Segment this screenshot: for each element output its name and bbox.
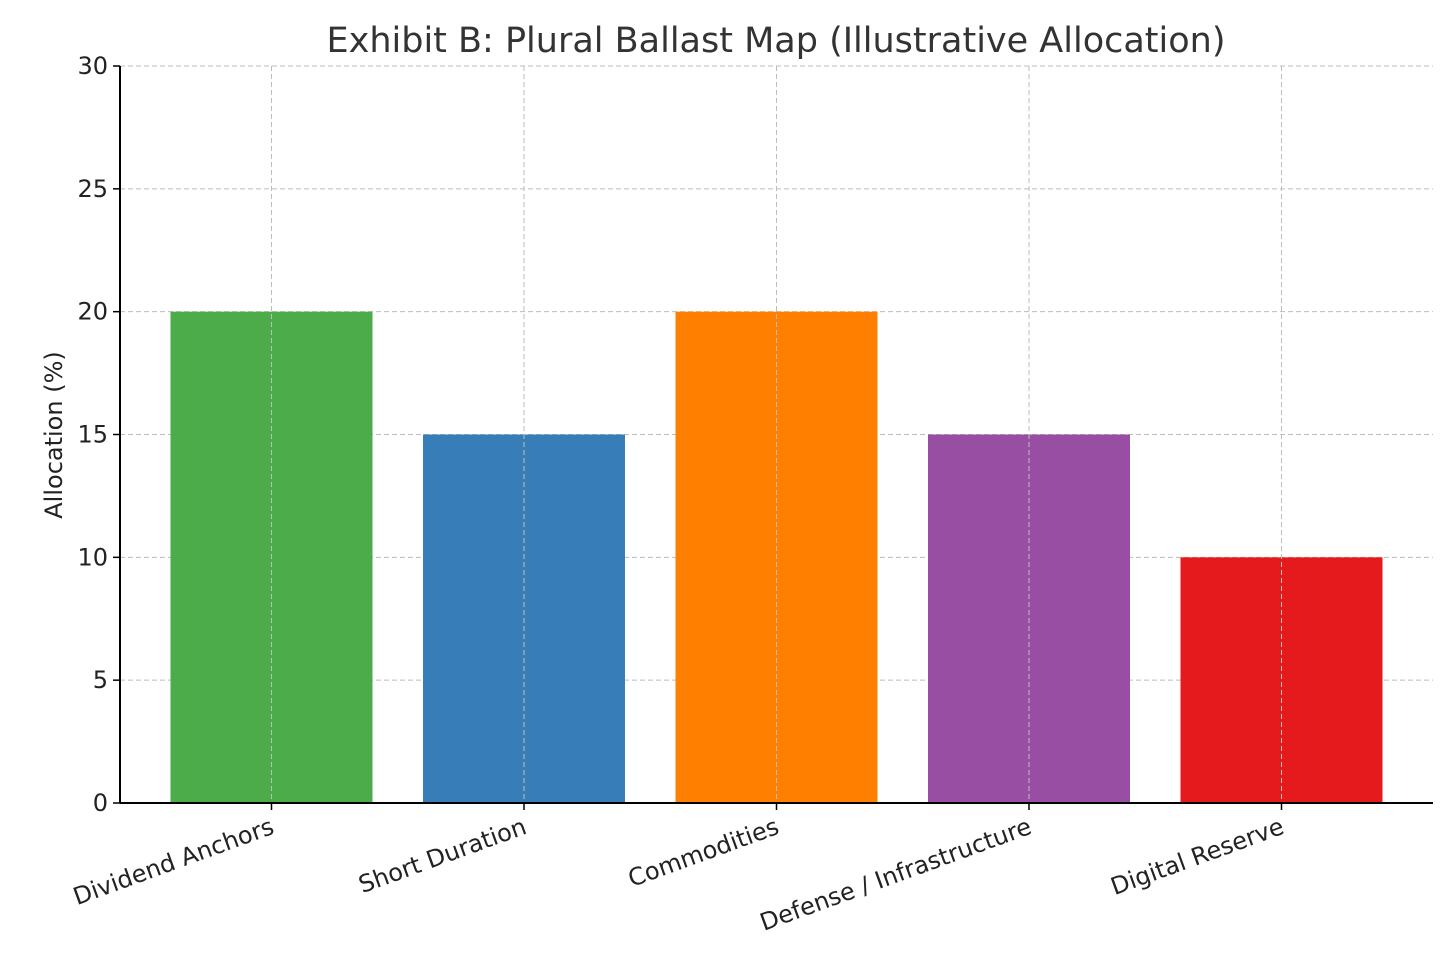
y-axis-label: Allocation (%) <box>40 351 68 518</box>
x-tick-label: Dividend Anchors <box>70 812 278 911</box>
y-tick-label: 15 <box>77 421 108 449</box>
x-tick-label: Short Duration <box>355 812 530 899</box>
y-tick-label: 20 <box>77 298 108 326</box>
y-tick-label: 0 <box>93 789 108 817</box>
y-axis-ticks: 0 5 10 15 20 25 30 <box>77 52 120 817</box>
x-tick-label: Commodities <box>624 812 782 892</box>
x-axis-ticks: Dividend Anchors Short Duration Commoditie… <box>70 803 1288 937</box>
x-tick-label: Digital Reserve <box>1107 812 1288 901</box>
chart-title: Exhibit B: Plural Ballast Map (Illustrat… <box>327 21 1226 61</box>
y-tick-label: 25 <box>77 175 108 203</box>
y-tick-label: 10 <box>77 543 108 571</box>
bars <box>170 66 1383 803</box>
y-tick-label: 5 <box>93 666 108 694</box>
x-tick-label: Defense / Infrastructure <box>756 812 1035 936</box>
y-tick-label: 30 <box>77 52 108 80</box>
